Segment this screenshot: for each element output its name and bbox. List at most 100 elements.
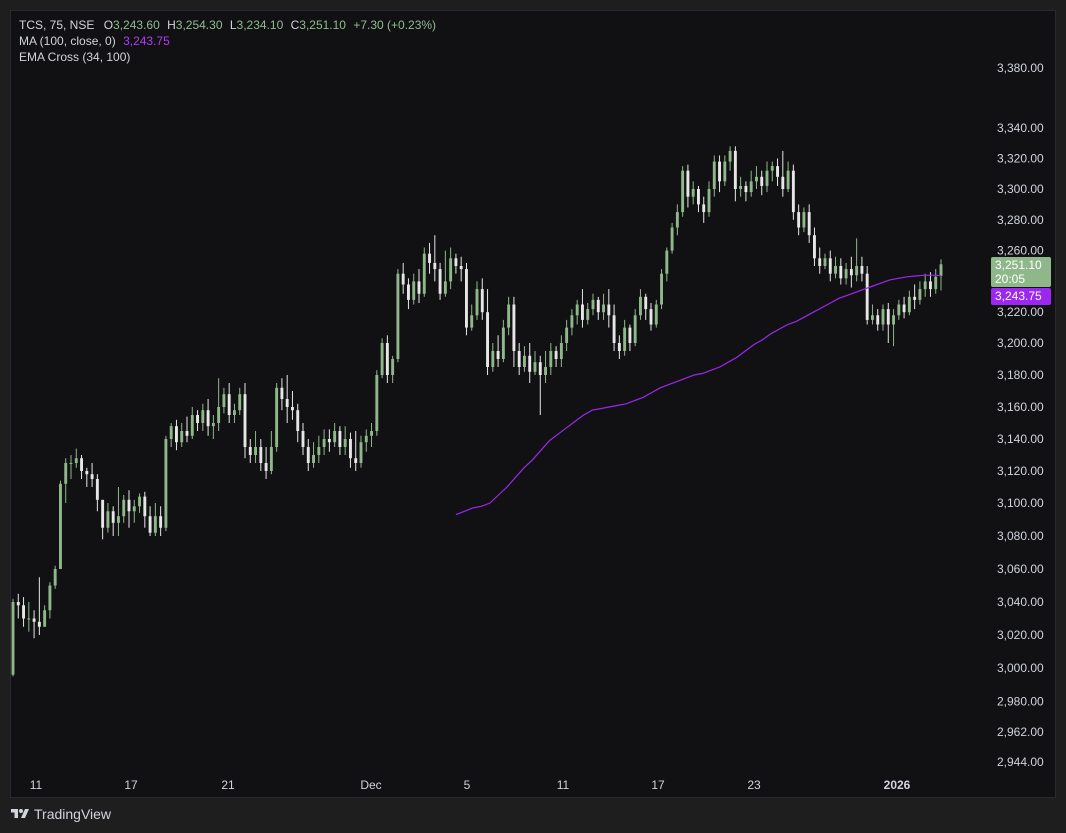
footer-brand[interactable]: TradingView <box>10 806 111 822</box>
candle-body <box>849 269 853 276</box>
candle-body <box>517 351 521 367</box>
price-tick-label: 3,320.00 <box>997 152 1044 166</box>
candle-body <box>101 499 105 528</box>
candle-body <box>528 355 532 372</box>
ma-100-line <box>455 274 942 516</box>
candle-body <box>728 150 732 162</box>
candle-body <box>665 250 669 274</box>
candle-body <box>117 516 120 523</box>
candle-body <box>417 281 421 294</box>
candle-body <box>923 281 927 290</box>
price-axis: 2,944.00 2,962.00 2,980.00 3,000.00 3,020.00… <box>997 61 1044 769</box>
candle-body <box>459 266 463 270</box>
candle-body <box>333 431 337 443</box>
ma-indicator-value: 3,243.75 <box>123 34 170 48</box>
candle-body <box>633 315 637 343</box>
chart-frame[interactable]: 2,944.00 2,962.00 2,980.00 3,000.00 3,020.00… <box>10 10 1056 798</box>
candle-body <box>217 407 221 423</box>
candle-body <box>755 176 758 182</box>
candle-body <box>349 439 352 459</box>
candle-body <box>855 266 859 276</box>
candle-body <box>786 170 790 189</box>
candle-body <box>449 258 453 282</box>
candle-body <box>839 266 843 279</box>
candle-body <box>538 362 542 375</box>
candle-body <box>391 359 395 375</box>
candle-body <box>370 431 373 436</box>
ema-row[interactable]: EMA Cross (34, 100) <box>19 49 436 65</box>
candle-body <box>902 304 906 313</box>
candle-body <box>269 447 273 471</box>
candle-body <box>707 189 711 213</box>
price-tick-label: 3,140.00 <box>997 432 1044 446</box>
candles-layer <box>11 146 943 677</box>
tradingview-logo-icon <box>11 809 29 818</box>
price-tick-label: 2,980.00 <box>997 695 1044 709</box>
price-tick-label: 3,380.00 <box>997 61 1044 75</box>
candle-body <box>834 266 837 274</box>
candle-body <box>881 309 885 325</box>
candle-body <box>322 439 326 447</box>
ohlc-row: TCS, 75, NSE O3,243.60 H3,254.30 L3,234.… <box>19 17 436 33</box>
price-tick-label: 3,000.00 <box>997 661 1044 675</box>
candle-body <box>913 296 917 300</box>
candle-body <box>807 212 811 236</box>
candle-body <box>222 394 226 407</box>
candle-body <box>32 618 36 622</box>
candle-body <box>375 375 379 431</box>
candle-body <box>617 343 621 351</box>
candle-body <box>27 618 31 620</box>
price-tick-label: 3,120.00 <box>997 464 1044 478</box>
candle-body <box>496 351 500 359</box>
candle-body <box>422 253 426 294</box>
candle-body <box>781 176 785 189</box>
candle-body <box>649 309 653 325</box>
candle-body <box>823 258 827 266</box>
high-value: 3,254.30 <box>175 18 223 32</box>
candle-body <box>407 284 410 300</box>
candle-body <box>465 269 468 328</box>
candle-body <box>739 185 743 189</box>
candle-body <box>85 471 89 475</box>
candle-body <box>523 355 526 367</box>
candle-body <box>871 315 874 320</box>
ema-cross-label[interactable]: EMA Cross (34, 100) <box>19 50 131 64</box>
candle-body <box>227 394 231 415</box>
candle-body <box>53 569 57 586</box>
candle-body <box>691 189 695 197</box>
ma-indicator-label[interactable]: MA (100, close, 0) <box>19 34 116 48</box>
candle-body <box>343 439 347 447</box>
candle-body <box>596 299 600 313</box>
candle-body <box>733 150 737 189</box>
symbol-label[interactable]: TCS, 75, NSE <box>19 18 95 32</box>
time-tick-label: 23 <box>747 778 761 792</box>
candle-body <box>48 585 52 611</box>
candle-body <box>865 273 869 320</box>
candle-body <box>327 439 331 443</box>
candle-body <box>818 258 822 266</box>
candle-body <box>702 204 706 213</box>
candle-body <box>11 602 15 675</box>
brand-name: TradingView <box>34 806 112 822</box>
candle-body <box>886 309 890 325</box>
candle-body <box>132 506 136 512</box>
candle-body <box>501 327 505 359</box>
candle-body <box>185 431 189 436</box>
candle-body <box>533 362 537 372</box>
ma-row[interactable]: MA (100, close, 0) 3,243.75 <box>19 33 436 49</box>
candle-body <box>238 394 242 411</box>
price-tick-label: 3,160.00 <box>997 400 1044 414</box>
candle-body <box>401 273 405 285</box>
candlestick-chart[interactable]: 2,944.00 2,962.00 2,980.00 3,000.00 3,020.00… <box>11 11 1056 798</box>
candle-body <box>644 296 648 310</box>
candle-body <box>813 235 816 259</box>
candle-body <box>275 387 279 447</box>
candle-body <box>454 258 458 266</box>
price-tick-label: 3,180.00 <box>997 368 1044 382</box>
candle-body <box>686 170 690 197</box>
candle-body <box>248 447 252 455</box>
candle-body <box>64 463 68 484</box>
candle-body <box>876 315 880 325</box>
time-tick-label: 17 <box>124 778 138 792</box>
candle-body <box>438 269 442 294</box>
